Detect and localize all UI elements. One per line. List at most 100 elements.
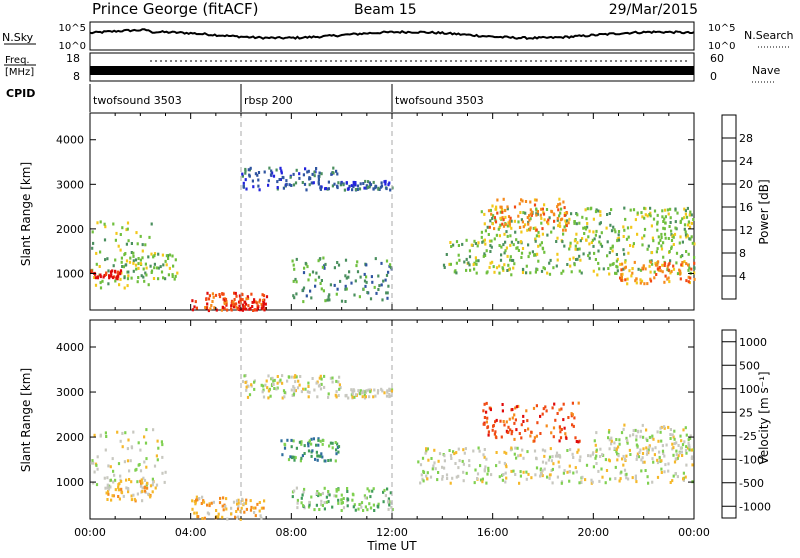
heatmap-cell xyxy=(290,445,293,449)
heatmap-cell xyxy=(147,255,150,259)
heatmap-cell xyxy=(541,247,545,251)
heatmap-cell xyxy=(451,476,454,480)
heatmap-cell xyxy=(305,188,308,192)
heatmap-cell xyxy=(499,258,503,262)
heatmap-cell xyxy=(568,247,571,251)
heatmap-cell xyxy=(615,447,618,451)
heatmap-cell xyxy=(263,308,266,312)
heatmap-cell xyxy=(112,469,115,473)
colorbar-tick-label: 28 xyxy=(739,132,753,145)
heatmap-cell xyxy=(512,266,515,270)
heatmap-cell xyxy=(281,381,284,385)
heatmap-cell xyxy=(107,492,110,496)
heatmap-cell xyxy=(351,188,354,192)
heatmap-cell xyxy=(235,294,238,298)
heatmap-cell xyxy=(499,419,502,423)
heatmap-cell xyxy=(317,174,320,178)
heatmap-cell xyxy=(425,474,428,478)
heatmap-cell xyxy=(174,274,177,278)
heatmap-cell xyxy=(95,463,98,467)
heatmap-cell xyxy=(477,446,480,450)
heatmap-cell xyxy=(151,483,154,487)
heatmap-cell xyxy=(214,293,218,297)
heatmap-cell xyxy=(254,506,257,510)
heatmap-cell xyxy=(519,453,522,457)
heatmap-cell xyxy=(377,186,380,190)
heatmap-cell xyxy=(320,185,323,189)
heatmap-cell xyxy=(197,515,200,519)
heatmap-cell xyxy=(509,243,512,247)
colorbar-tick-label: 500 xyxy=(739,359,760,372)
heatmap-cell xyxy=(678,241,681,245)
heatmap-cell xyxy=(588,251,591,255)
heatmap-cell xyxy=(322,439,325,442)
heatmap-cell xyxy=(623,423,626,427)
colorbar-tick-label: 16 xyxy=(739,201,753,214)
heatmap-cell xyxy=(686,206,689,210)
heatmap-cell xyxy=(262,294,266,298)
heatmap-cell xyxy=(465,268,468,272)
heatmap-cell xyxy=(556,258,559,262)
heatmap-cell xyxy=(571,401,574,405)
heatmap-cell xyxy=(634,477,637,481)
heatmap-cell xyxy=(117,488,120,492)
heatmap-cell xyxy=(176,271,179,275)
heatmap-cell xyxy=(646,475,649,479)
heatmap-cell xyxy=(252,506,255,510)
heatmap-cell xyxy=(106,257,109,261)
heatmap-cell xyxy=(243,510,246,514)
heatmap-cell xyxy=(111,494,114,498)
heatmap-cell xyxy=(486,225,489,229)
heatmap-cell xyxy=(581,237,584,240)
heatmap-cell xyxy=(130,494,133,498)
heatmap-cell xyxy=(364,505,367,509)
heatmap-cell xyxy=(640,458,643,462)
heatmap-cell xyxy=(282,389,286,393)
heatmap-cell xyxy=(380,283,383,287)
heatmap-cell xyxy=(103,476,106,480)
heatmap-cell xyxy=(194,300,197,304)
heatmap-cell xyxy=(606,213,609,216)
heatmap-cell xyxy=(327,492,330,496)
heatmap-cell xyxy=(319,186,322,190)
heatmap-cell xyxy=(253,380,256,384)
heatmap-cell xyxy=(617,230,621,233)
heatmap-cell xyxy=(653,276,656,280)
heatmap-cell xyxy=(515,405,518,409)
heatmap-cell xyxy=(156,439,159,443)
heatmap-cell xyxy=(508,224,511,228)
heatmap-cell xyxy=(498,264,501,268)
heatmap-cell xyxy=(346,504,349,508)
heatmap-cell xyxy=(590,206,593,210)
heatmap-cell xyxy=(430,457,433,460)
heatmap-cell xyxy=(165,254,168,258)
heatmap-cell xyxy=(372,487,375,491)
heatmap-cell xyxy=(490,239,493,243)
heatmap-cell xyxy=(306,265,309,269)
heatmap-cell xyxy=(108,274,111,278)
heatmap-cell xyxy=(690,267,693,271)
nave-tick-bottom: 0 xyxy=(710,70,717,83)
heatmap-cell xyxy=(191,499,194,503)
heatmap-cell xyxy=(337,445,341,449)
heatmap-cell xyxy=(656,458,659,462)
heatmap-cell xyxy=(558,214,561,218)
heatmap-cell xyxy=(677,454,680,458)
heatmap-cell xyxy=(534,226,537,230)
heatmap-cell xyxy=(294,389,297,393)
heatmap-cell xyxy=(627,235,630,239)
heatmap-cell xyxy=(212,295,215,299)
heatmap-cell xyxy=(627,477,630,481)
heatmap-cell xyxy=(354,183,357,187)
heatmap-cell xyxy=(679,277,682,281)
heatmap-cell xyxy=(617,454,620,458)
heatmap-cell xyxy=(337,450,340,454)
heatmap-cell xyxy=(453,270,456,274)
heatmap-cell xyxy=(208,504,211,508)
heatmap-cell xyxy=(336,184,339,188)
heatmap-cell xyxy=(341,501,344,505)
heatmap-cell xyxy=(547,222,550,226)
heatmap-cell xyxy=(481,477,484,481)
heatmap-cell xyxy=(191,507,194,511)
heatmap-cell xyxy=(490,245,493,249)
